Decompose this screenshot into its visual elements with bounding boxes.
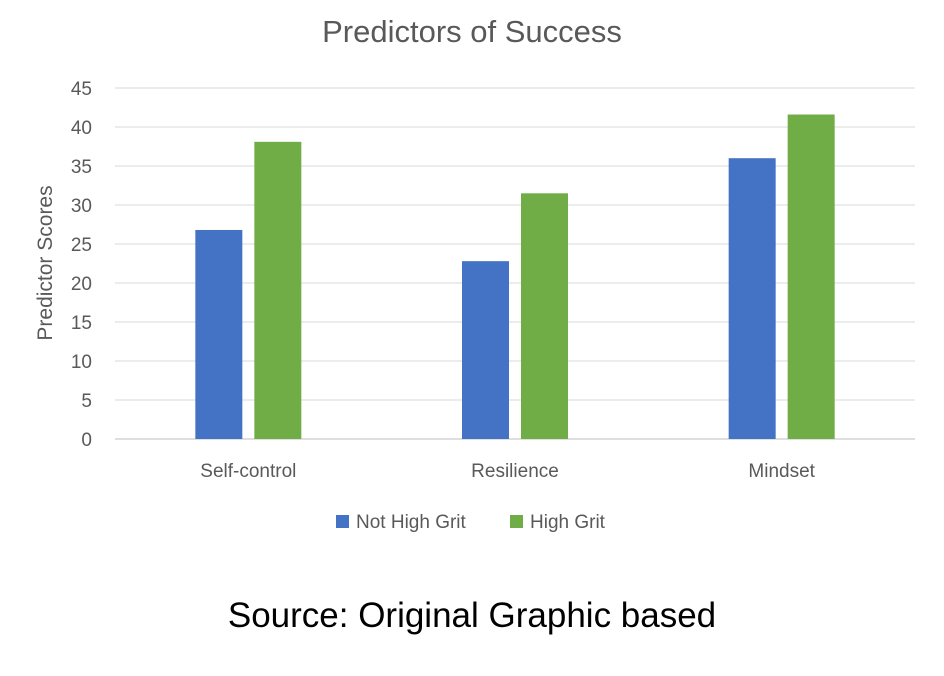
legend-label: High Grit xyxy=(530,512,606,533)
bar-not-high-grit xyxy=(728,158,776,439)
y-tick-label: 25 xyxy=(71,235,92,256)
legend-label: Not High Grit xyxy=(356,512,467,533)
bar-not-high-grit xyxy=(462,261,509,439)
source-caption: Source: Original Graphic based xyxy=(227,596,717,635)
chart-title: Predictors of Success xyxy=(322,14,622,49)
y-tick-label: 15 xyxy=(71,313,92,334)
y-tick-label: 30 xyxy=(71,196,92,217)
x-tick-label: Mindset xyxy=(748,461,815,482)
bar-not-high-grit xyxy=(195,229,243,439)
y-tick-label: 20 xyxy=(71,274,92,295)
y-tick-label: 40 xyxy=(71,118,92,139)
bar-high-grit xyxy=(254,141,302,439)
y-tick-label: 35 xyxy=(71,157,92,178)
y-axis-title: Predictor Scores xyxy=(34,185,57,340)
bar-high-grit xyxy=(787,114,835,440)
x-axis-ticks: Self-control Resilience Mindset xyxy=(200,461,815,482)
y-tick-label: 10 xyxy=(71,352,92,373)
y-tick-label: 0 xyxy=(81,430,92,451)
bar-high-grit xyxy=(521,193,568,439)
legend-swatch xyxy=(510,515,523,528)
x-tick-label: Self-control xyxy=(200,461,296,482)
legend: Not High Grit High Grit xyxy=(336,512,606,533)
y-tick-label: 45 xyxy=(71,79,92,100)
x-tick-label: Resilience xyxy=(471,461,559,482)
bars xyxy=(195,114,835,440)
y-tick-label: 5 xyxy=(81,391,92,412)
gridlines xyxy=(115,87,915,440)
y-axis-ticks: 0 5 10 15 20 25 30 35 40 45 xyxy=(71,79,92,451)
legend-swatch xyxy=(336,515,349,528)
